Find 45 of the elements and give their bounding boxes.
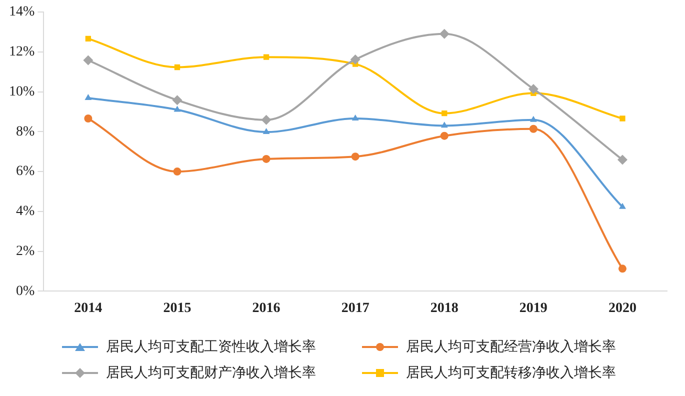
point (173, 168, 182, 176)
point (530, 116, 537, 122)
point (174, 106, 181, 112)
legend-label: 居民人均可支配工资性收入增长率 (106, 338, 316, 356)
point (174, 64, 180, 70)
point (618, 264, 626, 273)
y-tick-label: 6% (16, 164, 35, 180)
point (529, 124, 538, 133)
y-tick-label: 10% (8, 84, 35, 100)
point (350, 54, 360, 64)
point (439, 28, 450, 39)
point (84, 114, 92, 122)
point (528, 84, 538, 94)
point (262, 154, 270, 163)
point (620, 116, 626, 122)
x-tick-label: 2014 (74, 301, 102, 316)
x-tick-label: 2019 (519, 301, 548, 316)
legend-label: 居民人均可支配转移净收入增长率 (406, 364, 616, 382)
x-tick-label: 2015 (163, 301, 192, 316)
point (262, 128, 270, 134)
point (172, 95, 182, 106)
point (442, 110, 448, 116)
y-tick-label: 2% (16, 244, 35, 259)
point (263, 54, 270, 60)
x-tick-label: 2016 (252, 301, 280, 316)
legend-label: 居民人均可支配财产净收入增长率 (106, 364, 316, 382)
point (352, 114, 359, 120)
y-tick-label: 8% (16, 124, 35, 140)
point (351, 152, 360, 161)
point (83, 55, 94, 66)
y-tick-label: 4% (16, 204, 35, 220)
x-tick-label: 2017 (341, 301, 370, 316)
x-tick-label: 2020 (608, 301, 636, 316)
y-tick-label: 12% (8, 44, 35, 60)
x-tick-label: 2018 (430, 301, 458, 316)
y-tick-label: 0% (16, 284, 35, 299)
point (84, 94, 92, 100)
point (85, 36, 92, 42)
point (440, 122, 448, 128)
legend-label: 居民人均可支配经营净收入增长率 (406, 338, 616, 356)
point (617, 154, 628, 165)
point (440, 132, 448, 140)
y-tick-label: 14% (8, 4, 35, 20)
point (619, 202, 626, 209)
point (261, 114, 272, 125)
